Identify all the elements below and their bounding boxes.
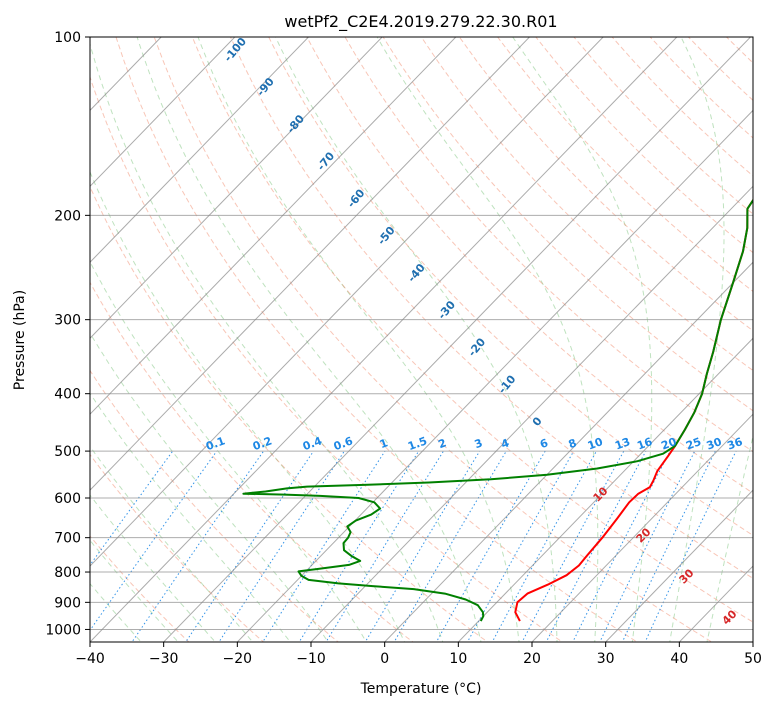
- x-axis-ticks: −40 −30 −20 −10 0 10 20 30 40 50: [75, 642, 762, 667]
- mixing-ratio-label: 36: [725, 435, 744, 453]
- isotherm-line: [310, 185, 753, 642]
- x-tick-label: 10: [449, 651, 467, 667]
- dry-adiabat: [344, 37, 753, 453]
- chart-title: wetPf2_C2E4.2019.279.22.30.R01: [284, 12, 557, 32]
- dry-adiabat: [153, 37, 713, 642]
- isotherm-line: [457, 337, 753, 642]
- mixing-ratio-label: 0.4: [301, 434, 324, 453]
- mixing-ratio-label: 0.1: [204, 434, 227, 453]
- x-tick-label: 50: [744, 651, 762, 667]
- y-tick-label: 200: [54, 208, 81, 224]
- plot-frame: [89, 36, 754, 643]
- y-axis-label: Pressure (hPa): [12, 290, 28, 390]
- isotherm-line: [604, 489, 753, 642]
- dry-adiabat: [191, 37, 753, 623]
- x-tick-label: 30: [597, 651, 615, 667]
- x-tick-label: −20: [223, 651, 253, 667]
- isotherm-line: [90, 37, 236, 188]
- x-axis-label: Temperature (°C): [360, 681, 482, 697]
- moist-adiabat: [90, 42, 444, 642]
- profile-series: [242, 198, 753, 622]
- moist-adiabat: [90, 539, 179, 642]
- y-tick-label: 800: [54, 565, 81, 581]
- y-axis-ticks: 100 200 300 400 500 600 700 800 900 1000: [45, 30, 90, 638]
- dry-adiabat: [90, 369, 340, 642]
- mixing-ratio-label: 30: [705, 435, 724, 453]
- isotherm-gridlines: [90, 37, 753, 642]
- y-tick-label: 1000: [45, 622, 81, 638]
- dry-adiabat: [115, 37, 638, 642]
- isotherm-line: [90, 37, 457, 415]
- isotherm-line: [90, 37, 310, 263]
- isotherm-line: [90, 37, 604, 567]
- isotherm-line: [90, 37, 531, 491]
- isotherm-line: [162, 37, 752, 642]
- moist-adiabat: [90, 170, 406, 642]
- mixing-ratio-label: 0.6: [332, 434, 355, 453]
- mixing-ratio-label: 6: [538, 436, 550, 451]
- isotherm-line: [531, 413, 753, 642]
- moist-adiabat: [90, 392, 291, 642]
- mixing-ratio-label: 8: [567, 436, 579, 451]
- y-tick-label: 600: [54, 491, 81, 507]
- dewpoint-profile-line: [242, 198, 753, 622]
- x-tick-label: 20: [523, 651, 541, 667]
- dry-adiabat: [90, 75, 564, 642]
- isotherm-line: [236, 109, 753, 642]
- dry-adiabat: [496, 37, 753, 293]
- y-tick-label: 900: [54, 595, 81, 611]
- mixing-ratio-label: 1: [378, 436, 390, 451]
- mixing-ratio-label: 13: [613, 435, 632, 452]
- moist-adiabat: [90, 445, 254, 642]
- x-tick-label: −10: [296, 651, 326, 667]
- mixing-ratio-label: 25: [684, 435, 703, 452]
- y-tick-label: 500: [54, 444, 81, 460]
- x-tick-label: 40: [670, 651, 688, 667]
- isobar-gridlines: [90, 37, 753, 630]
- moist-adiabat: [90, 260, 367, 642]
- mixing-ratio-label: 4: [499, 436, 511, 451]
- moist-adiabat: [90, 582, 142, 642]
- y-tick-label: 400: [54, 387, 81, 403]
- isotherm-line: [383, 261, 753, 642]
- y-tick-label: 100: [54, 30, 81, 46]
- mixing-ratio-label: 20: [659, 435, 678, 453]
- x-tick-label: −40: [75, 651, 105, 667]
- mixing-ratio-label: 0.2: [251, 434, 274, 453]
- mixing-ratio-label: 16: [635, 435, 654, 453]
- isotherm-line: [90, 37, 678, 642]
- mixing-ratio-label: 2: [436, 436, 448, 451]
- isotherm-line: [90, 37, 383, 339]
- mixing-ratio-label: 1.5: [406, 434, 429, 453]
- dry-adiabat: [382, 37, 753, 412]
- mixing-ratio-label: 3: [473, 436, 485, 451]
- x-tick-label: 0: [380, 651, 389, 667]
- x-tick-label: −30: [149, 651, 179, 667]
- y-tick-label: 300: [54, 313, 81, 329]
- mixing-ratio-label: 10: [586, 435, 605, 453]
- dry-adiabat: [229, 37, 753, 579]
- y-tick-label: 700: [54, 531, 81, 547]
- moist-adiabat: [90, 494, 216, 642]
